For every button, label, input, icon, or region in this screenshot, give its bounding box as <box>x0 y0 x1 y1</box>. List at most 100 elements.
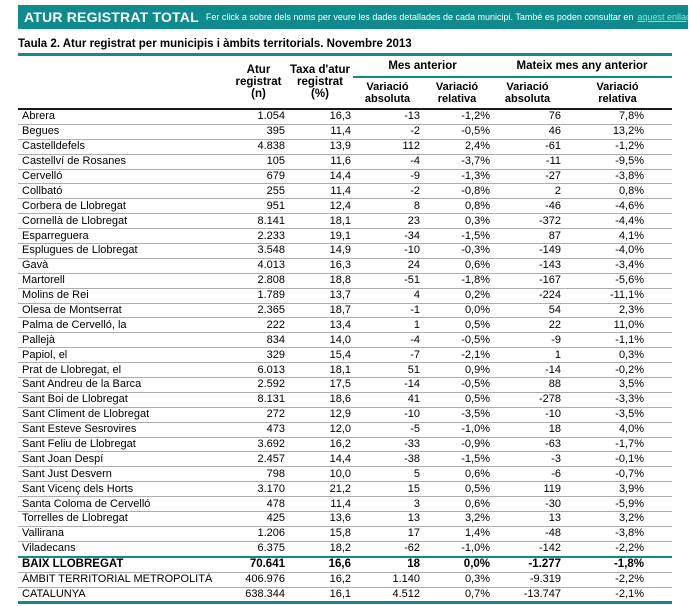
municipality-name[interactable]: Viladecans <box>18 541 230 558</box>
cell-value: -4 <box>353 154 422 170</box>
table-row: Esparreguera 2.233 19,1 -34 -1,5% 87 4,1… <box>18 228 673 245</box>
cell-value: 14,4 <box>287 169 353 185</box>
cell-value: 76 <box>492 109 564 125</box>
cell-value: 13,2% <box>563 124 673 140</box>
municipality-name[interactable]: Torrelles de Llobregat <box>18 511 230 527</box>
municipality-name[interactable]: Sant Climent de Llobregat <box>18 407 230 423</box>
cell-value: -33 <box>353 437 422 453</box>
header-bar: ATUR REGISTRAT TOTAL Fer click a sobre d… <box>18 5 688 29</box>
municipality-name[interactable]: Cornellà de Llobregat <box>18 213 230 230</box>
cell-value: -9.319 <box>492 572 564 588</box>
municipality-name[interactable]: Abrera <box>18 109 230 125</box>
municipality-name[interactable]: Esparreguera <box>18 228 230 245</box>
cell-value: 2 <box>492 183 564 200</box>
cell-value: 11,4 <box>287 124 353 140</box>
municipality-name[interactable]: Cervelló <box>18 169 230 185</box>
table-row: ÀMBIT TERRITORIAL METROPOLITÀ 406.976 16… <box>18 572 673 588</box>
col-header-registered: Atur registrat (n) <box>230 54 287 110</box>
municipality-name[interactable]: Begues <box>18 124 230 140</box>
table-row: Viladecans 6.375 18,2 -62 -1,0% -142 -2,… <box>18 541 673 558</box>
cell-value: 16,3 <box>287 109 353 125</box>
cell-value: -11 <box>492 154 564 170</box>
municipality-name[interactable]: Sant Feliu de Llobregat <box>18 437 230 453</box>
municipality-name[interactable]: Castellví de Rosanes <box>18 154 230 170</box>
municipality-name[interactable]: Sant Boi de Llobregat <box>18 392 230 408</box>
table-row: Corbera de Llobregat 951 12,4 8 0,8% -46… <box>18 198 673 215</box>
municipality-name[interactable]: Corbera de Llobregat <box>18 198 230 215</box>
cell-value: 13,6 <box>287 511 353 527</box>
cell-value: -61 <box>492 139 564 155</box>
table-row: Molins de Rei 1.789 13,7 4 0,2% -224 -11… <box>18 288 673 304</box>
municipality-name[interactable]: Collbató <box>18 183 230 200</box>
table-row: Olesa de Montserrat 2.365 18,7 -1 0,0% 5… <box>18 303 673 319</box>
cell-value: 16,3 <box>287 258 353 274</box>
municipality-name[interactable]: Prat de Llobregat, el <box>18 362 230 379</box>
cell-value: 0,6% <box>422 258 493 274</box>
cell-value: -5,6% <box>563 273 673 289</box>
cell-value: 24 <box>353 258 422 274</box>
cell-value: 0,6% <box>422 496 493 513</box>
municipality-name[interactable]: Castelldefels <box>18 139 230 155</box>
cell-value: -1,2% <box>422 109 493 125</box>
cell-value: -0,2% <box>563 362 673 379</box>
col-header-abs-change-month: Variació absoluta <box>353 77 422 110</box>
municipality-name[interactable]: Vallirana <box>18 526 230 542</box>
cell-value: 2,3% <box>563 303 673 319</box>
cell-value: -2,1% <box>422 347 493 364</box>
cell-value: -1,2% <box>563 139 673 155</box>
cell-value: -3 <box>492 451 564 468</box>
table-row: Esplugues de Llobregat 3.548 14,9 -10 -0… <box>18 243 673 259</box>
cell-value: 1 <box>353 317 422 334</box>
municipality-name[interactable]: Sant Joan Despí <box>18 451 230 468</box>
cell-value: -3,5% <box>563 407 673 423</box>
municipality-name[interactable]: Molins de Rei <box>18 288 230 304</box>
header-description: Fer click a sobre dels noms per veure le… <box>205 12 634 22</box>
cell-value: -10 <box>353 243 422 259</box>
cell-value: 8.141 <box>230 213 287 230</box>
cell-value: 2.365 <box>230 303 287 319</box>
cell-value: -7 <box>353 347 422 364</box>
cell-value: -13.747 <box>492 587 564 605</box>
cell-value: -1,8% <box>563 555 673 573</box>
cell-value: -2 <box>353 183 422 200</box>
cell-value: -9 <box>353 169 422 185</box>
table-row: Sant Vicenç dels Horts 3.170 21,2 15 0,5… <box>18 481 673 498</box>
municipality-name[interactable]: Palma de Cervelló, la <box>18 317 230 334</box>
municipality-name[interactable]: Sant Esteve Sesrovires <box>18 422 230 438</box>
cell-value: -0,5% <box>422 377 493 393</box>
cell-value: 23 <box>353 213 422 230</box>
cell-value: 51 <box>353 362 422 379</box>
cell-value: -1,1% <box>563 332 673 349</box>
cell-value: 18,8 <box>287 273 353 289</box>
cell-value: 4,0% <box>563 422 673 438</box>
municipality-name[interactable]: Papiol, el <box>18 347 230 364</box>
municipality-name[interactable]: Esplugues de Llobregat <box>18 243 230 259</box>
cell-value: 222 <box>230 317 287 334</box>
cell-value: 14,0 <box>287 332 353 349</box>
table-body: Abrera 1.054 16,3 -13 -1,2% 76 7,8% Begu… <box>18 109 673 605</box>
cell-value: 12,4 <box>287 198 353 215</box>
group-header-prev-year: Mateix mes any anterior <box>492 54 673 78</box>
cell-value: 1,4% <box>422 526 493 542</box>
table-row: Prat de Llobregat, el 6.013 18,1 51 0,9%… <box>18 362 673 379</box>
municipality-name[interactable]: Pallejà <box>18 332 230 349</box>
cell-value: 18,6 <box>287 392 353 408</box>
table-row: Torrelles de Llobregat 425 13,6 13 3,2% … <box>18 511 673 527</box>
municipality-name[interactable]: Sant Andreu de la Barca <box>18 377 230 393</box>
detail-link[interactable]: aquest enllaç <box>637 12 688 22</box>
municipality-name[interactable]: Sant Vicenç dels Horts <box>18 481 230 498</box>
table-row: Castellví de Rosanes 105 11,6 -4 -3,7% -… <box>18 154 673 170</box>
cell-value: -0,5% <box>422 124 493 140</box>
municipality-name[interactable]: Gavà <box>18 258 230 274</box>
cell-value: 0,6% <box>422 466 493 483</box>
cell-value: -4,6% <box>563 198 673 215</box>
cell-value: 11,0% <box>563 317 673 334</box>
municipality-name[interactable]: Martorell <box>18 273 230 289</box>
cell-value: -48 <box>492 526 564 542</box>
cell-value: -1,5% <box>422 451 493 468</box>
cell-value: -3,7% <box>422 154 493 170</box>
municipality-name[interactable]: Sant Just Desvern <box>18 466 230 483</box>
municipality-name[interactable]: Olesa de Montserrat <box>18 303 230 319</box>
table-row: Sant Climent de Llobregat 272 12,9 -10 -… <box>18 407 673 423</box>
municipality-name[interactable]: Santa Coloma de Cervelló <box>18 496 230 513</box>
